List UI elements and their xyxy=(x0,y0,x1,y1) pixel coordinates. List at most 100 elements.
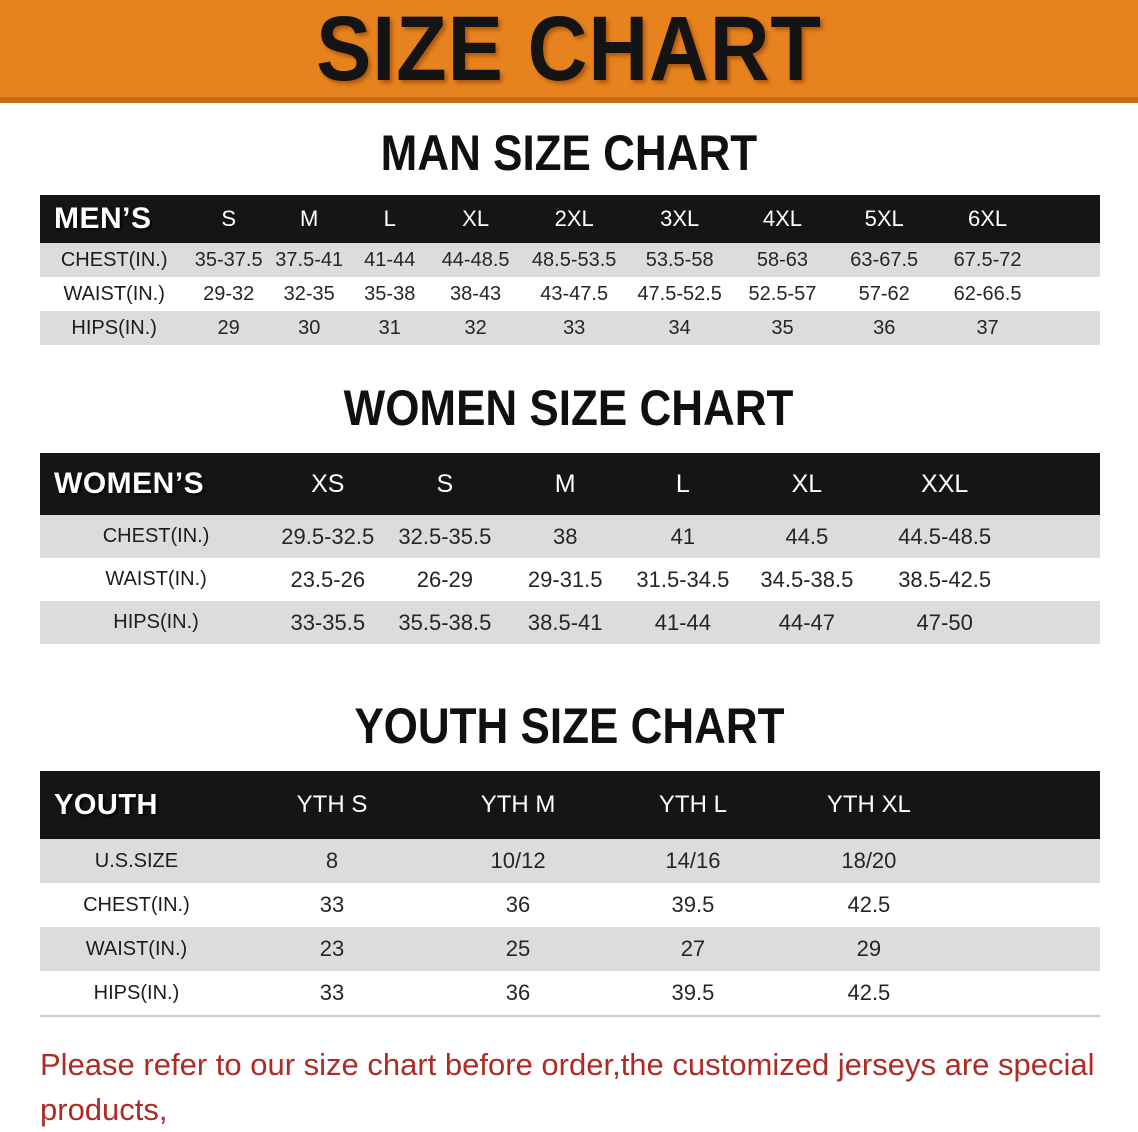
women-col-header: M xyxy=(506,453,625,515)
youth-table-label: YOUTH xyxy=(40,771,233,839)
row-spacer xyxy=(1017,558,1100,601)
size-value: 30 xyxy=(298,316,321,339)
size-value: 8 xyxy=(325,848,339,873)
size-value: 52.5-57 xyxy=(748,282,817,305)
row-spacer xyxy=(957,883,1100,927)
size-value: 57-62 xyxy=(858,282,910,305)
men-col-header: 3XL xyxy=(627,195,733,243)
size-value: 31 xyxy=(378,316,401,339)
size-value: 44.5-48.5 xyxy=(898,523,992,549)
table-row: WAIST(IN.) 23 25 27 29 xyxy=(40,927,1100,971)
size-value: 14/16 xyxy=(665,848,721,873)
size-value: 41-44 xyxy=(654,609,711,635)
size-value: 29 xyxy=(856,936,882,961)
size-value: 39.5 xyxy=(671,892,715,917)
men-col-header: 6XL xyxy=(935,195,1040,243)
table-row: HIPS(IN.) 33-35.5 35.5-38.5 38.5-41 41-4… xyxy=(40,601,1100,644)
size-value: 34 xyxy=(668,316,691,339)
youth-col-header: YTH L xyxy=(604,771,781,839)
row-label: U.S.SIZE xyxy=(94,849,179,872)
size-value: 43-47.5 xyxy=(540,282,609,305)
youth-header-row: YOUTH YTH S YTH M YTH L YTH XL xyxy=(40,771,1100,839)
man-section-heading: MAN SIZE CHART xyxy=(0,128,1138,178)
women-size-table: WOMEN’S XS S M L XL XXL CHEST(IN.) 29.5-… xyxy=(40,453,1100,644)
size-value: 42.5 xyxy=(847,980,891,1005)
size-value: 38-43 xyxy=(450,282,502,305)
size-value: 38 xyxy=(552,523,578,549)
size-value: 44.5 xyxy=(785,523,829,549)
row-spacer xyxy=(957,971,1100,1016)
table-row: HIPS(IN.) 29 30 31 32 33 34 35 36 37 xyxy=(40,311,1100,345)
men-header-row: MEN’S S M L XL 2XL 3XL 4XL 5XL 6XL xyxy=(40,195,1100,243)
men-col-header: M xyxy=(268,195,350,243)
row-spacer xyxy=(1040,243,1101,277)
youth-col-header: YTH M xyxy=(431,771,605,839)
size-value: 38.5-42.5 xyxy=(898,566,992,592)
size-value: 39.5 xyxy=(671,980,715,1005)
size-value: 18/20 xyxy=(841,848,897,873)
size-value: 29 xyxy=(217,316,240,339)
size-value: 27 xyxy=(680,936,706,961)
size-value: 67.5-72 xyxy=(953,248,1022,271)
row-label: WAIST(IN.) xyxy=(63,282,165,305)
women-header-row: WOMEN’S XS S M L XL XXL xyxy=(40,453,1100,515)
size-value: 23.5-26 xyxy=(290,566,366,592)
size-value: 41 xyxy=(670,523,696,549)
youth-section-heading-text: YOUTH SIZE CHART xyxy=(353,698,785,754)
women-section-heading-text: WOMEN SIZE CHART xyxy=(344,380,794,436)
table-row: HIPS(IN.) 33 36 39.5 42.5 xyxy=(40,971,1100,1016)
size-value: 35 xyxy=(771,316,794,339)
size-value: 33 xyxy=(319,892,345,917)
disclaimer-line-1: Please refer to our size chart before or… xyxy=(40,1047,1095,1127)
order-disclaimer: Please refer to our size chart before or… xyxy=(40,1042,1118,1132)
women-col-header: XXL xyxy=(872,453,1018,515)
table-row: CHEST(IN.) 35-37.5 37.5-41 41-44 44-48.5… xyxy=(40,243,1100,277)
table-row: CHEST(IN.) 33 36 39.5 42.5 xyxy=(40,883,1100,927)
size-value: 32 xyxy=(464,316,487,339)
size-value: 63-67.5 xyxy=(850,248,919,271)
men-size-table: MEN’S S M L XL 2XL 3XL 4XL 5XL 6XL CHEST… xyxy=(40,195,1100,345)
women-col-header: L xyxy=(624,453,742,515)
size-value: 36 xyxy=(505,980,531,1005)
men-col-header: 4XL xyxy=(732,195,833,243)
size-value: 29.5-32.5 xyxy=(281,523,375,549)
size-value: 33 xyxy=(563,316,586,339)
row-spacer xyxy=(957,927,1100,971)
men-table-label: MEN’S xyxy=(40,195,189,243)
banner-title: SIZE CHART xyxy=(316,0,822,100)
size-value: 37.5-41 xyxy=(275,248,344,271)
row-spacer xyxy=(1017,515,1100,558)
women-col-header: S xyxy=(383,453,507,515)
row-spacer xyxy=(1040,277,1101,311)
size-value: 62-66.5 xyxy=(953,282,1022,305)
youth-header-spacer xyxy=(956,771,1100,839)
youth-col-header: YTH S xyxy=(232,771,432,839)
women-table-label: WOMEN’S xyxy=(40,453,273,515)
size-value: 36 xyxy=(505,892,531,917)
banner: SIZE CHART xyxy=(0,0,1138,103)
youth-col-header: YTH XL xyxy=(780,771,957,839)
size-value: 44-47 xyxy=(778,609,836,635)
size-value: 41-44 xyxy=(364,248,416,271)
man-section-heading-text: MAN SIZE CHART xyxy=(380,125,758,181)
size-value: 35.5-38.5 xyxy=(398,609,492,635)
row-label: WAIST(IN.) xyxy=(85,937,188,960)
row-spacer xyxy=(1040,311,1101,345)
size-value: 47-50 xyxy=(916,609,973,635)
size-value: 32-35 xyxy=(283,282,335,305)
size-value: 58-63 xyxy=(756,248,809,271)
women-col-header: XS xyxy=(272,453,384,515)
women-header-spacer xyxy=(1017,453,1100,515)
men-col-header: S xyxy=(188,195,269,243)
size-value: 44-48.5 xyxy=(441,248,510,271)
size-value: 35-38 xyxy=(364,282,416,305)
size-value: 33-35.5 xyxy=(290,609,366,635)
size-value: 10/12 xyxy=(490,848,546,873)
size-value: 32.5-35.5 xyxy=(398,523,492,549)
youth-size-table: YOUTH YTH S YTH M YTH L YTH XL U.S.SIZE … xyxy=(40,771,1100,1017)
men-col-header: L xyxy=(349,195,431,243)
women-section-heading: WOMEN SIZE CHART xyxy=(0,383,1138,433)
size-value: 47.5-52.5 xyxy=(637,282,722,305)
size-value: 34.5-38.5 xyxy=(760,566,854,592)
